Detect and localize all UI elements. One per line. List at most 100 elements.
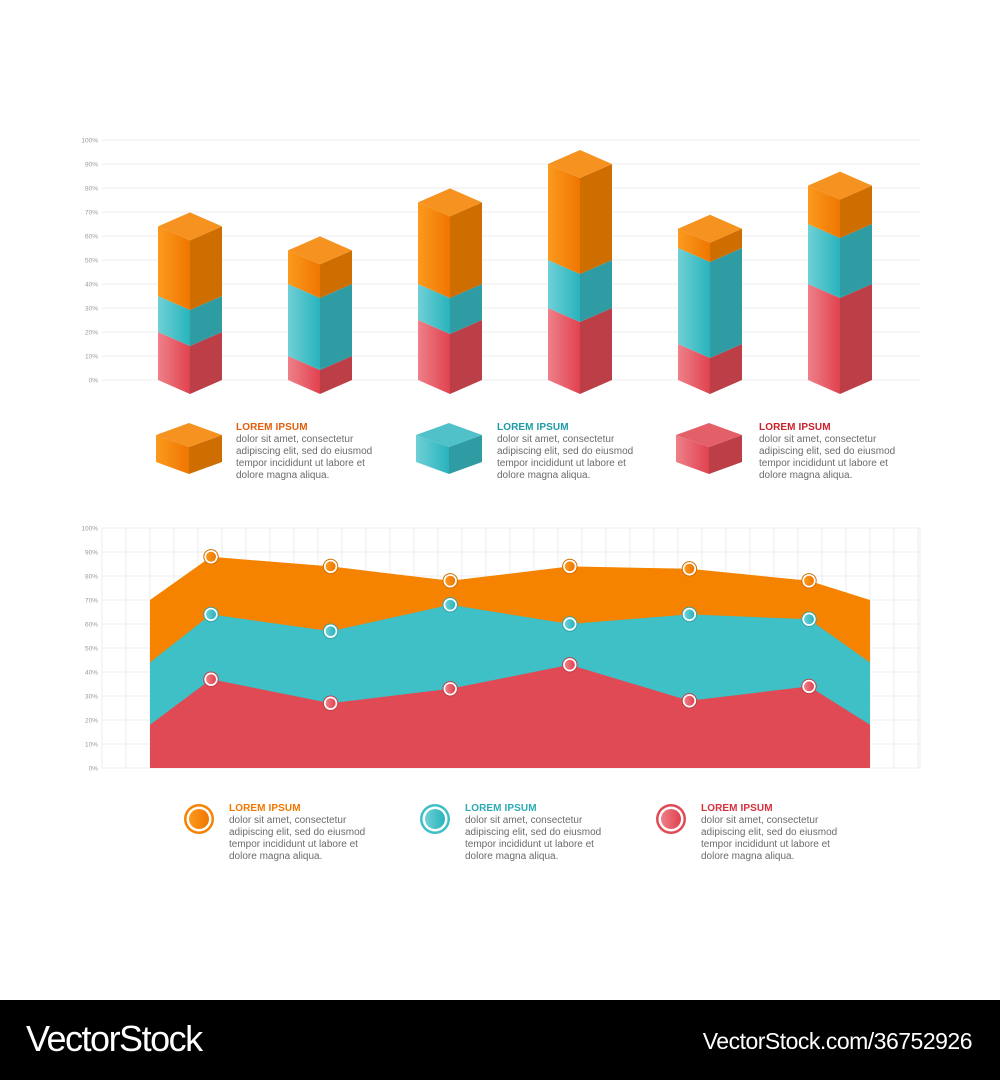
- bar-segment-red-side: [190, 332, 222, 394]
- area-marker-red: [562, 657, 578, 673]
- y-tick-label: 90%: [85, 162, 98, 169]
- bar-stack: [678, 214, 742, 394]
- bar-segment-orange-side: [450, 202, 482, 298]
- bar-segment-orange-side: [710, 228, 742, 262]
- bar-segment-red-side: [840, 284, 872, 394]
- y-tick-label: 80%: [85, 574, 98, 581]
- bar-segment-teal-side: [840, 224, 872, 298]
- y-tick-label: 30%: [85, 694, 98, 701]
- bar-segment-orange-side: [320, 250, 352, 298]
- watermark-footer: VectorStock VectorStock.com/36752926: [0, 1000, 1000, 1080]
- bar-segment-teal-front: [288, 284, 320, 370]
- y-tick-label: 90%: [85, 550, 98, 557]
- bar-top: [418, 188, 482, 217]
- bar-top: [808, 171, 872, 200]
- bar-legend-item-orange: LOREM IPSUM dolor sit amet, consectetur …: [236, 422, 406, 482]
- bar-segment-orange-front: [418, 202, 450, 298]
- y-tick-label: 0%: [89, 378, 99, 385]
- legend-title: LOREM IPSUM: [229, 803, 301, 814]
- legend-text: dolor sit amet, consectetur adipiscing e…: [497, 434, 634, 481]
- bar-segment-teal-side: [580, 260, 612, 322]
- bar-top: [158, 212, 222, 241]
- legend-ring-orange-icon: [184, 804, 214, 834]
- bar-segment-teal-side: [450, 284, 482, 334]
- y-tick-label: 70%: [85, 598, 98, 605]
- y-tick-label: 20%: [85, 718, 98, 725]
- area-legend-item-orange: LOREM IPSUM dolor sit amet, consectetur …: [229, 803, 399, 863]
- bar-legend-item-teal: LOREM IPSUM dolor sit amet, consectetur …: [497, 422, 667, 482]
- bar-legend-icons: [156, 423, 742, 474]
- legend-text: dolor sit amet, consectetur adipiscing e…: [701, 815, 838, 862]
- area-legend-icons: [184, 804, 686, 834]
- area-marker-orange: [562, 558, 578, 575]
- bar-segment-red-front: [808, 284, 840, 394]
- area-legend-item-teal: LOREM IPSUM dolor sit amet, consectetur …: [465, 803, 635, 863]
- area-red: [150, 664, 870, 768]
- bar-segment-red-side: [710, 344, 742, 394]
- bar-segment-teal-side: [320, 284, 352, 370]
- bar-segment-teal-front: [678, 248, 710, 358]
- bar-segment-red-front: [548, 308, 580, 394]
- y-tick-label: 80%: [85, 186, 98, 193]
- y-tick-label: 70%: [85, 210, 98, 217]
- bar-top: [678, 214, 742, 243]
- watermark-brand: VectorStock: [26, 1018, 203, 1059]
- area-chart-y-ticks: 0% 10% 20% 30% 40% 50% 60% 70% 80% 90% 100%: [81, 526, 98, 773]
- bar-chart-bars: [158, 150, 872, 394]
- bar-segment-teal-front: [808, 224, 840, 298]
- bar-segment-red-front: [158, 332, 190, 394]
- y-tick-label: 100%: [81, 138, 98, 145]
- area-marker-orange: [203, 549, 219, 565]
- bar-stack: [548, 150, 612, 394]
- area-marker-teal: [442, 597, 458, 613]
- y-tick-label: 10%: [85, 742, 98, 749]
- area-chart-areas: [150, 556, 870, 768]
- watermark-url: VectorStock.com/36752926: [702, 1028, 973, 1054]
- bar-stack: [288, 236, 352, 394]
- bar-segment-red-side: [320, 356, 352, 394]
- bar-segment-orange-front: [808, 185, 840, 238]
- legend-ring-teal-icon: [420, 804, 450, 834]
- area-marker-teal: [681, 606, 698, 623]
- bar-segment-orange-side: [840, 185, 872, 238]
- bar-segment-teal-front: [548, 260, 580, 322]
- legend-cube-orange-icon: [156, 423, 222, 474]
- bar-segment-orange-side: [580, 164, 612, 274]
- area-marker-teal: [562, 616, 578, 632]
- bar-segment-orange-front: [678, 228, 710, 262]
- legend-title: LOREM IPSUM: [759, 422, 831, 433]
- y-tick-label: 50%: [85, 258, 98, 265]
- area-marker-orange: [681, 561, 698, 577]
- bar-segment-teal-side: [190, 296, 222, 346]
- y-tick-label: 40%: [85, 282, 98, 289]
- bar-top: [548, 150, 612, 178]
- bar-top: [288, 236, 352, 265]
- bar-segment-orange-side: [190, 226, 222, 310]
- area-marker-red: [322, 695, 339, 711]
- bar-segment-teal-front: [158, 296, 190, 346]
- bar-segment-orange-front: [288, 250, 320, 298]
- legend-text: dolor sit amet, consectetur adipiscing e…: [236, 434, 373, 481]
- bar-segment-red-side: [450, 320, 482, 394]
- legend-title: LOREM IPSUM: [701, 803, 773, 814]
- area-marker-red: [203, 671, 219, 687]
- area-legend-item-red: LOREM IPSUM dolor sit amet, consectetur …: [701, 803, 871, 863]
- y-tick-label: 100%: [81, 526, 98, 533]
- legend-text: dolor sit amet, consectetur adipiscing e…: [229, 815, 366, 862]
- area-marker-orange: [322, 558, 339, 575]
- bar-stack: [418, 188, 482, 394]
- bar-segment-teal-side: [710, 248, 742, 358]
- bar-segment-orange-front: [548, 164, 580, 274]
- bar-stack: [158, 212, 222, 394]
- area-chart-markers: [203, 549, 817, 711]
- area-marker-orange: [801, 573, 817, 589]
- infographic-charts: 0% 10% 20% 30% 40% 50% 60% 70% 80% 90% 100% 0% 10% 2…: [81, 138, 921, 834]
- legend-title: LOREM IPSUM: [236, 422, 308, 433]
- area-marker-orange: [442, 573, 458, 589]
- legend-cube-red-icon: [676, 423, 742, 474]
- area-marker-red: [442, 681, 458, 697]
- bar-chart-y-ticks: 0% 10% 20% 30% 40% 50% 60% 70% 80% 90% 100%: [81, 138, 98, 385]
- y-tick-label: 0%: [89, 766, 99, 773]
- bar-legend-item-red: LOREM IPSUM dolor sit amet, consectetur …: [759, 422, 929, 482]
- bar-stack: [808, 171, 872, 394]
